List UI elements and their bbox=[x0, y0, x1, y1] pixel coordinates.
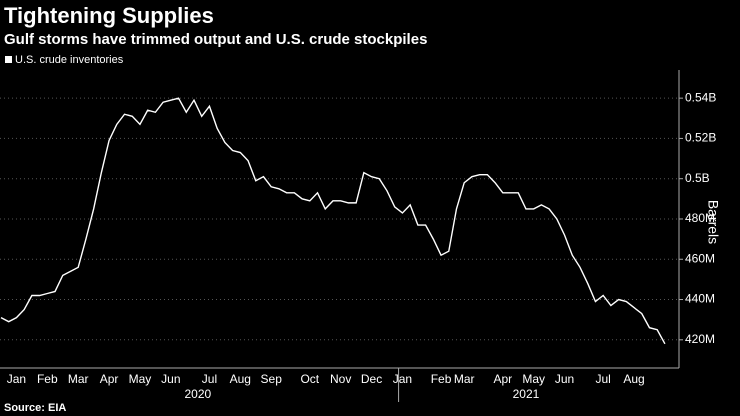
x-tick-label: Dec bbox=[361, 372, 382, 386]
x-tick-label: Aug bbox=[623, 372, 644, 386]
x-tick-label: Jan bbox=[7, 372, 26, 386]
x-tick-label: Mar bbox=[454, 372, 475, 386]
y-tick-label: 0.54B bbox=[685, 90, 716, 104]
x-tick-label: Jun bbox=[555, 372, 574, 386]
x-tick-label: Jun bbox=[161, 372, 180, 386]
x-tick-label: Aug bbox=[230, 372, 251, 386]
x-tick-label: Feb bbox=[37, 372, 58, 386]
x-group-label: 2020 bbox=[185, 387, 212, 401]
y-axis-label: Barrels bbox=[705, 200, 721, 244]
x-tick-label: Jan bbox=[393, 372, 412, 386]
y-tick-label: 460M bbox=[685, 251, 715, 265]
y-tick-label: 0.52B bbox=[685, 131, 716, 145]
x-tick-label: Mar bbox=[68, 372, 89, 386]
x-group-label: 2021 bbox=[513, 387, 540, 401]
x-tick-label: Jul bbox=[595, 372, 610, 386]
x-tick-label: May bbox=[522, 372, 545, 386]
x-tick-label: Oct bbox=[300, 372, 319, 386]
y-tick-label: 440M bbox=[685, 292, 715, 306]
x-tick-label: Nov bbox=[330, 372, 351, 386]
y-tick-label: 480M bbox=[685, 211, 715, 225]
legend-label: U.S. crude inventories bbox=[15, 54, 124, 66]
x-tick-label: Sep bbox=[261, 372, 283, 386]
chart-subtitle: Gulf storms have trimmed output and U.S.… bbox=[4, 31, 427, 48]
y-tick-label: 420M bbox=[685, 332, 715, 346]
y-tick-label: 0.5B bbox=[685, 171, 710, 185]
x-tick-label: Feb bbox=[431, 372, 452, 386]
legend-swatch bbox=[5, 56, 12, 63]
source: Source: EIA bbox=[4, 402, 66, 414]
chart-title: Tightening Supplies bbox=[4, 3, 214, 28]
x-tick-label: Apr bbox=[100, 372, 119, 386]
line bbox=[0, 97, 666, 345]
x-tick-label: Jul bbox=[202, 372, 217, 386]
x-tick-label: Apr bbox=[493, 372, 512, 386]
x-tick-label: May bbox=[129, 372, 152, 386]
